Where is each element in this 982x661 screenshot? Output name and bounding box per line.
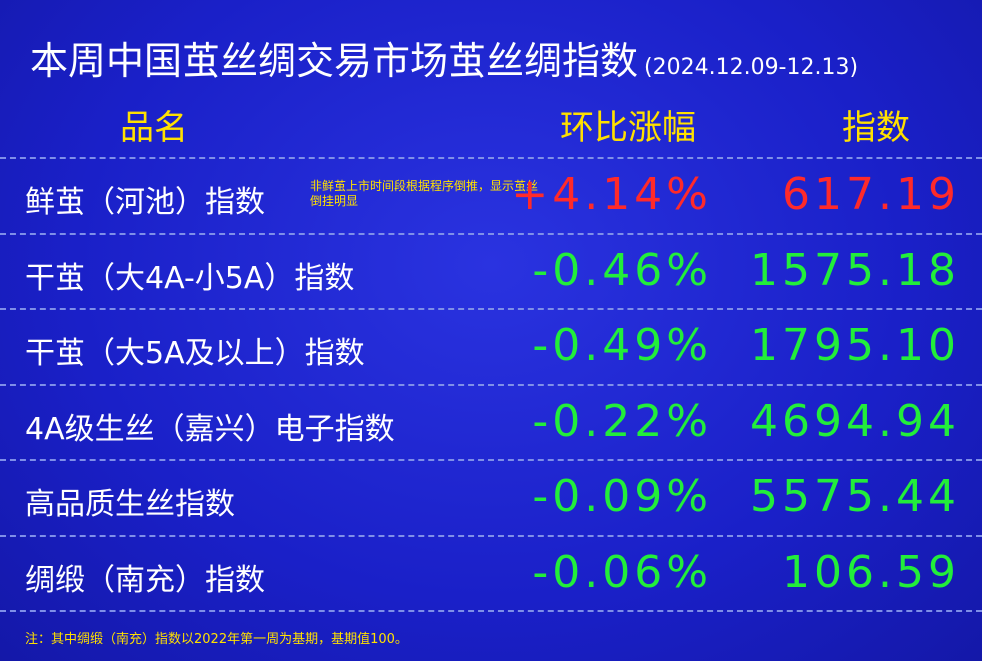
table-row: 绸缎（南充）指数 -0.06% 106.59 (0, 534, 982, 612)
change-value: -0.09% (532, 471, 712, 522)
footnote: 注：其中绸缎（南充）指数以2022年第一周为基期，基期值100。 (25, 632, 408, 647)
item-name: 干茧（大4A-小5A）指数 (25, 260, 355, 296)
column-header: 品名 (120, 108, 188, 148)
title-line: 本周中国茧丝绸交易市场茧丝绸指数 (2024.12.09-12.13) (30, 30, 858, 85)
separator (0, 610, 982, 612)
index-value: 106.59 (782, 546, 960, 598)
column-header: 环比涨幅 (560, 108, 696, 148)
item-name: 高品质生丝指数 (25, 487, 235, 522)
table-row: 干茧（大4A-小5A）指数 -0.46% 1575.18 (0, 232, 982, 310)
index-value: 1575.18 (750, 244, 960, 296)
index-value: 1795.10 (750, 320, 960, 371)
column-header: 指数 (842, 108, 910, 148)
change-value: -0.06% (532, 546, 712, 598)
date-range: (2024.12.09-12.13) (644, 55, 859, 80)
item-name: 干茧（大5A及以上）指数 (25, 336, 365, 371)
table-row: 鲜茧（河池）指数 非鲜茧上市时间段根据程序倒推，显示茧丝倒挂明显 +4.14% 617… (0, 157, 982, 234)
table-row: 高品质生丝指数 -0.09% 5575.44 (0, 459, 982, 536)
change-value: -0.46% (532, 244, 712, 296)
item-name: 绸缎（南充）指数 (25, 562, 265, 598)
item-name: 4A级生丝（嘉兴）电子指数 (25, 411, 395, 447)
table-row: 4A级生丝（嘉兴）电子指数 -0.22% 4694.94 (0, 383, 982, 461)
item-name: 鲜茧（河池）指数 (25, 185, 265, 220)
row-note: 非鲜茧上市时间段根据程序倒推，显示茧丝倒挂明显 (310, 179, 539, 208)
title: 本周中国茧丝绸交易市场茧丝绸指数 (30, 39, 639, 83)
table-row: 干茧（大5A及以上）指数 -0.49% 1795.10 (0, 308, 982, 385)
index-value: 5575.44 (750, 471, 960, 522)
index-value: 617.19 (782, 169, 960, 220)
index-value: 4694.94 (750, 395, 960, 447)
change-value: -0.49% (532, 320, 712, 371)
change-value: +4.14% (511, 169, 712, 220)
change-value: -0.22% (532, 395, 712, 447)
